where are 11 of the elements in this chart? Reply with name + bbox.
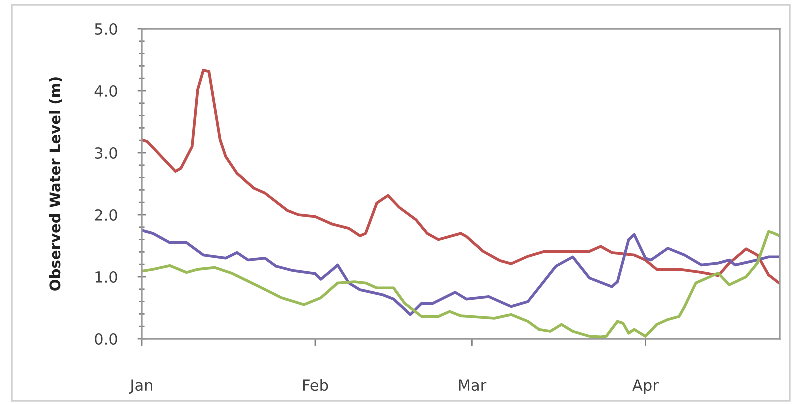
x-tick-label: Apr (632, 380, 659, 394)
y-tick-label: 3.0 (95, 147, 118, 160)
y-axis-title: Observed Water Level (m) (49, 78, 62, 291)
y-tick-label: 5.0 (95, 23, 118, 36)
y-tick-label: 4.0 (94, 85, 118, 98)
x-tick-label: Feb (303, 379, 328, 392)
y-tick-label: 1.0 (96, 271, 118, 284)
y-tick-label: 0.0 (95, 333, 118, 346)
x-tick-label: Mar (459, 380, 487, 392)
x-tick-label: Jan (129, 380, 152, 394)
y-tick-label: 2.0 (95, 209, 118, 222)
